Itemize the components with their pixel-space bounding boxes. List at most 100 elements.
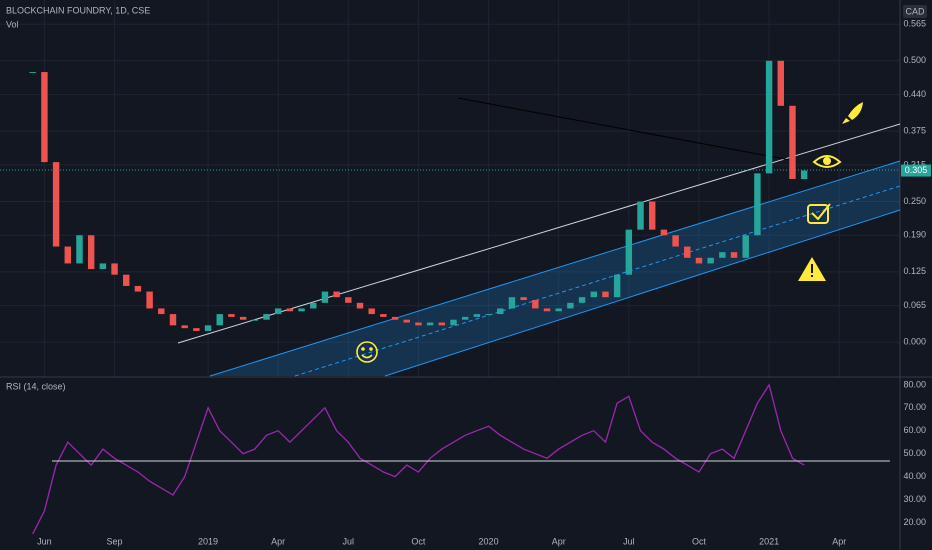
candle xyxy=(181,325,188,329)
candle xyxy=(368,308,375,315)
marks xyxy=(29,60,808,535)
y-tick-label: 0.375 xyxy=(903,126,926,136)
candle xyxy=(555,308,562,312)
y-tick-label: 0.565 xyxy=(903,19,926,29)
channel-mid xyxy=(294,185,901,377)
last-price-badge xyxy=(901,164,931,177)
candle xyxy=(637,201,644,230)
candle xyxy=(613,274,621,298)
candle xyxy=(660,229,668,236)
x-tick-label: Apr xyxy=(271,536,285,546)
x-tick-label: Apr xyxy=(552,536,566,546)
candle xyxy=(286,308,294,312)
chart-title: BLOCKCHAIN FOUNDRY, 1D, CSE xyxy=(6,5,150,15)
candle xyxy=(707,257,714,264)
candle xyxy=(648,201,656,230)
candle xyxy=(193,328,200,331)
y-tick-label: 30.00 xyxy=(903,494,926,504)
candle xyxy=(41,72,48,163)
candle xyxy=(345,297,352,303)
currency-label: CAD xyxy=(905,6,925,16)
y-tick-label: 0.315 xyxy=(903,159,926,169)
currency-badge xyxy=(903,5,927,18)
candle xyxy=(602,291,609,298)
candle xyxy=(730,252,738,258)
x-tick-label: Jun xyxy=(37,536,52,546)
candle xyxy=(52,162,60,247)
y-tick-label: 0.065 xyxy=(903,300,926,310)
candle xyxy=(123,274,130,286)
candle xyxy=(695,257,703,264)
candle xyxy=(239,316,247,320)
smiley-icon xyxy=(356,341,378,363)
candle xyxy=(216,314,223,326)
eye-icon xyxy=(812,155,842,168)
y-tick-label: 60.00 xyxy=(903,425,926,435)
x-tick-label: Oct xyxy=(692,536,707,546)
candle xyxy=(134,285,142,292)
rsi-title: RSI (14, close) xyxy=(6,381,66,391)
y-tick-label: 0.190 xyxy=(903,230,926,240)
y-tick-label: 80.00 xyxy=(903,379,926,389)
candle xyxy=(625,229,633,275)
candle xyxy=(426,322,434,326)
candle xyxy=(508,297,516,309)
y-tick-label: 0.000 xyxy=(903,337,926,347)
candle xyxy=(497,308,504,315)
candle xyxy=(356,302,364,309)
candle xyxy=(777,60,784,106)
candle xyxy=(473,314,481,317)
rocket-icon xyxy=(842,102,863,124)
candle xyxy=(298,308,305,312)
y-tick-label: 50.00 xyxy=(903,448,926,458)
y-tick-label: 70.00 xyxy=(903,402,926,412)
candle xyxy=(403,319,410,323)
volume-label: Vol xyxy=(6,19,19,29)
last-price-label: 0.305 xyxy=(905,165,928,175)
candle xyxy=(438,322,446,326)
candle xyxy=(263,314,270,320)
candle xyxy=(543,308,551,312)
y-tick-label: 40.00 xyxy=(903,471,926,481)
candle xyxy=(415,322,422,326)
candle xyxy=(684,246,691,258)
candle xyxy=(321,291,329,303)
x-tick-label: Oct xyxy=(411,536,426,546)
candle xyxy=(333,291,340,298)
candle xyxy=(520,297,527,301)
y-tick-label: 20.00 xyxy=(903,517,926,527)
candle xyxy=(742,235,749,258)
trend-line-dark xyxy=(457,97,791,161)
y-tick-label: 0.500 xyxy=(903,55,926,65)
candle xyxy=(765,60,773,174)
candle xyxy=(567,302,574,309)
x-tick-label: 2019 xyxy=(198,536,218,546)
candle xyxy=(87,235,95,270)
y-tick-label: 0.125 xyxy=(903,266,926,276)
candle xyxy=(754,173,761,236)
candle xyxy=(146,291,153,309)
candle xyxy=(64,246,72,264)
y-tick-label: 0.250 xyxy=(903,196,926,206)
candle xyxy=(532,300,539,309)
x-tick-label: Jul xyxy=(343,536,355,546)
x-tick-label: 2020 xyxy=(479,536,499,546)
channel-top xyxy=(209,160,901,377)
candle xyxy=(789,105,796,179)
candle xyxy=(450,319,457,326)
candle xyxy=(310,302,317,309)
candle xyxy=(158,308,165,315)
candle xyxy=(274,308,282,315)
candle xyxy=(485,314,492,316)
candle xyxy=(800,170,808,179)
candle xyxy=(590,291,597,298)
candle xyxy=(251,319,259,321)
check-icon xyxy=(807,203,831,224)
candle xyxy=(29,72,36,74)
rsi-pane xyxy=(0,378,900,550)
candle xyxy=(99,263,107,270)
x-tick-label: Sep xyxy=(107,536,123,546)
candle xyxy=(380,314,387,317)
